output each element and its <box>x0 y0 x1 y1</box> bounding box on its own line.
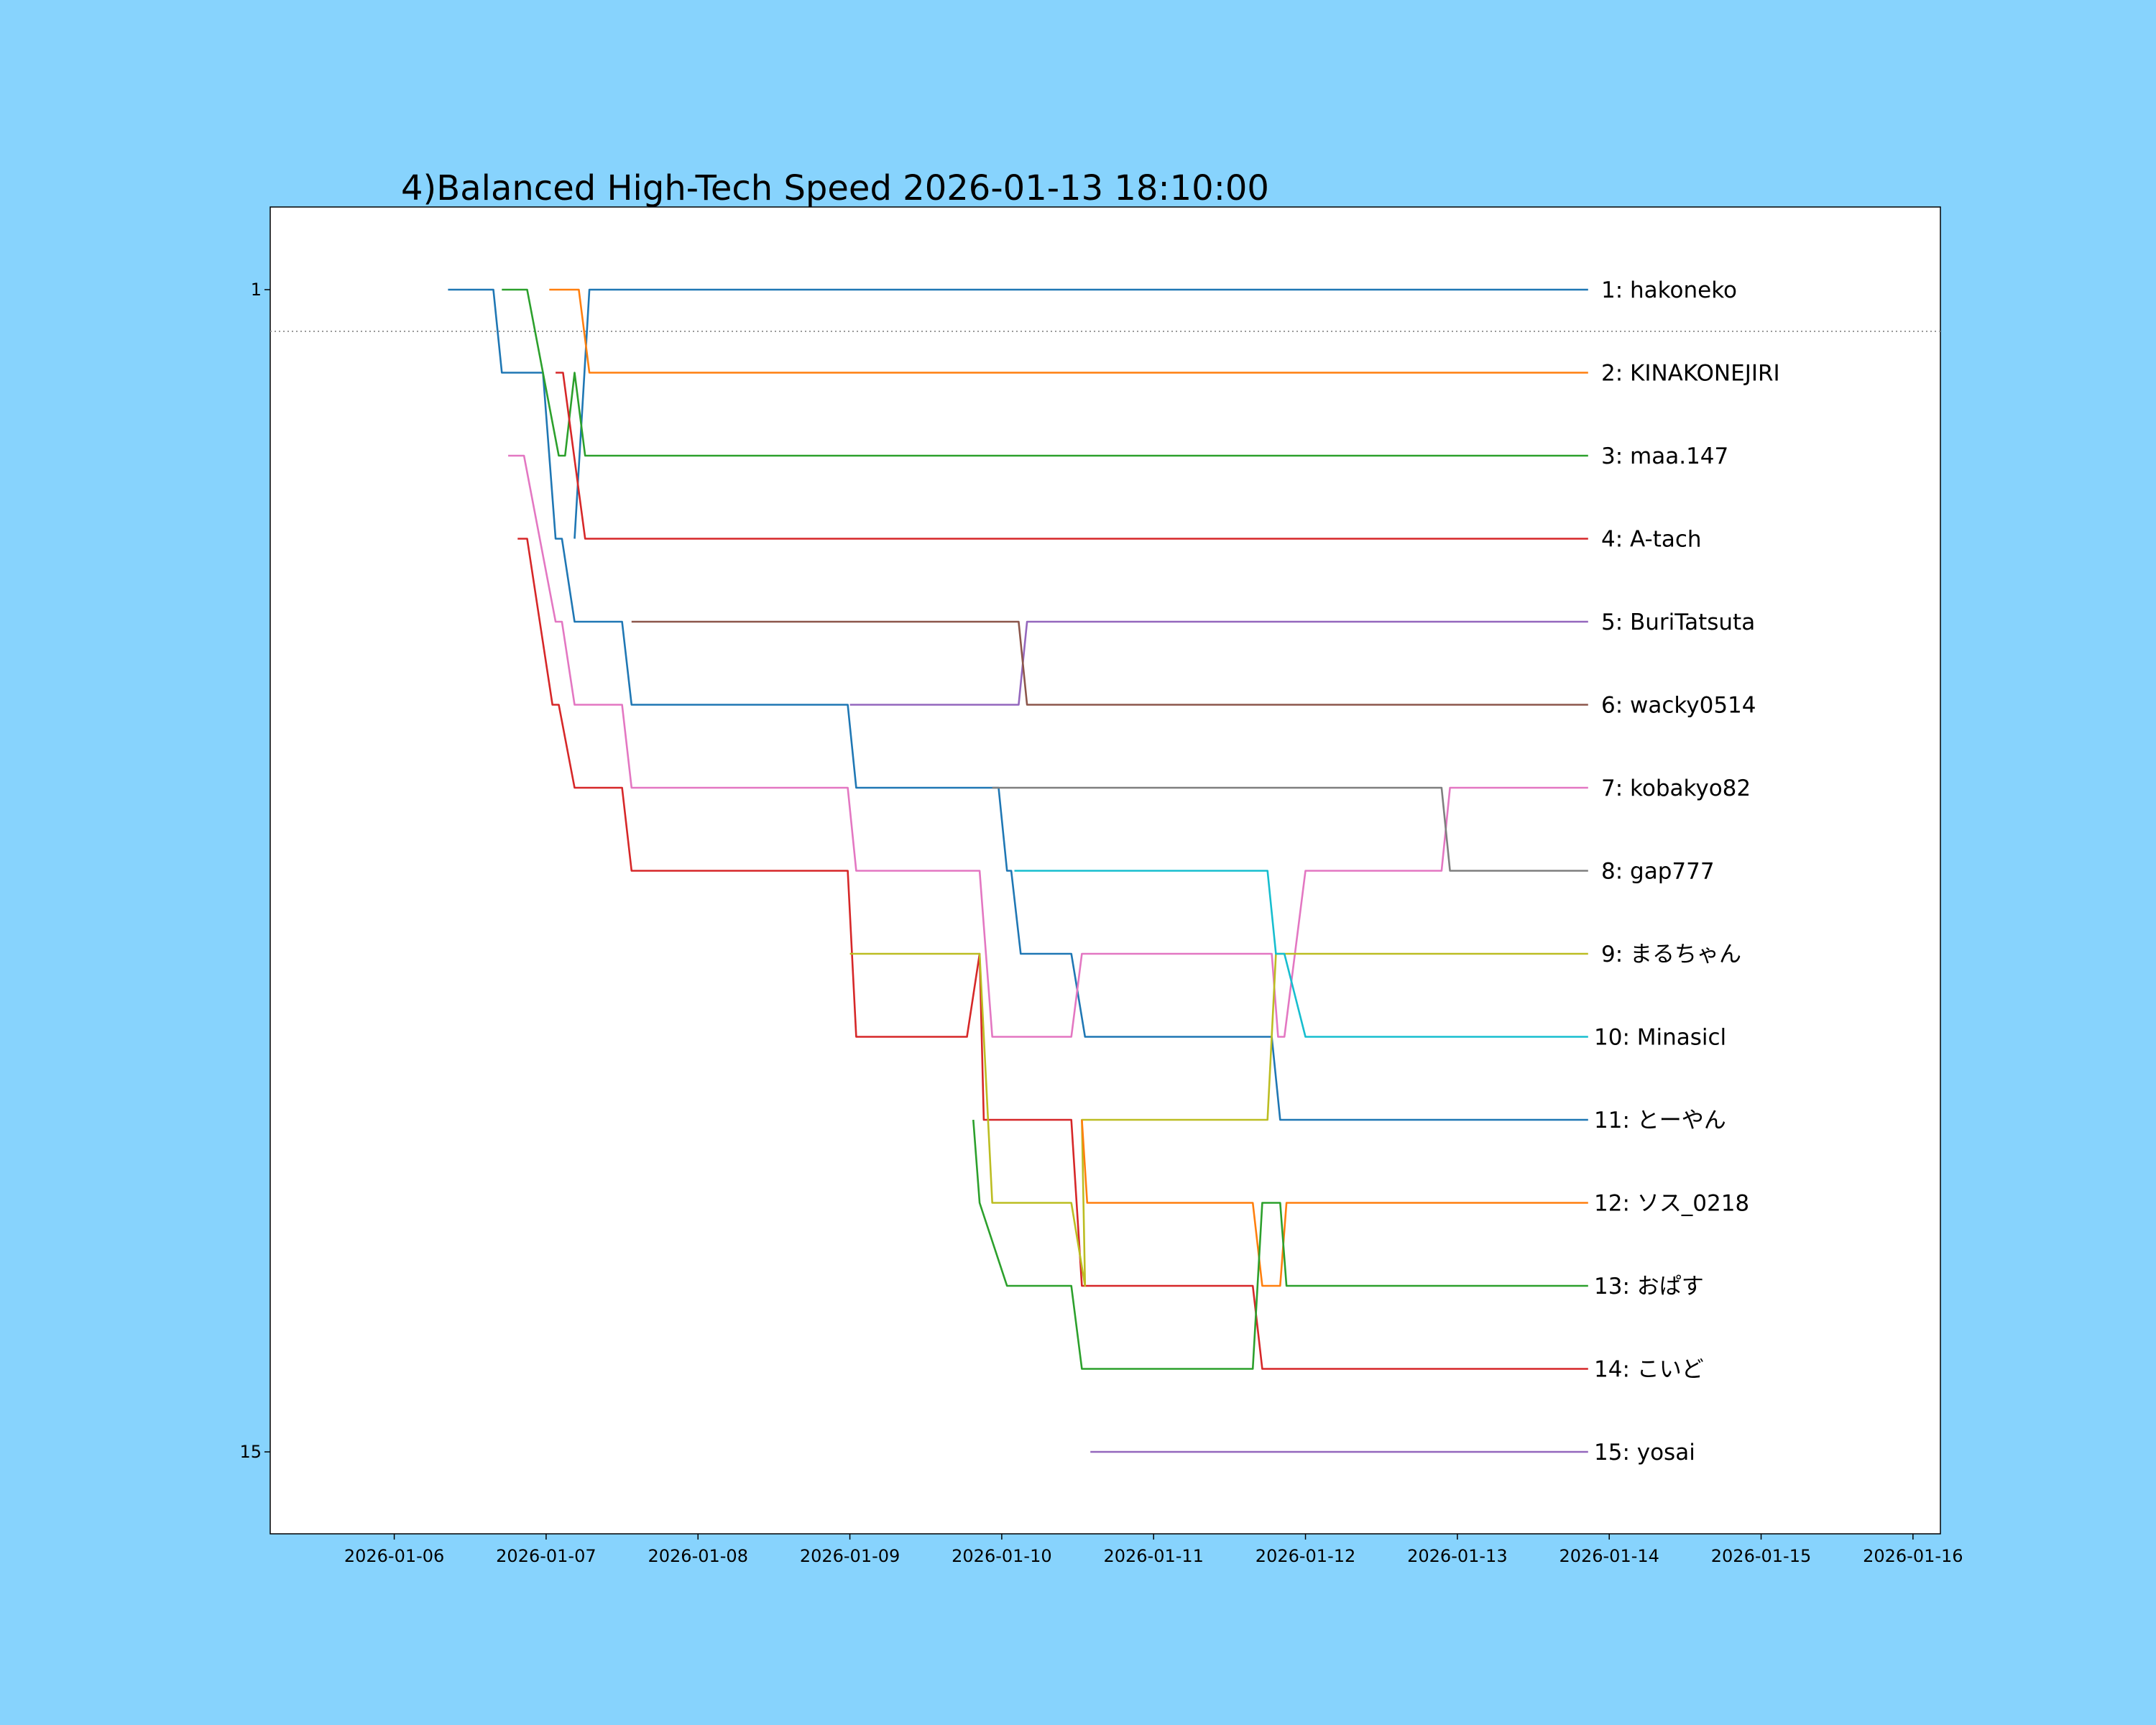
rank-labels: 1: hakoneko 2: KINAKONEJIRI 3: maa.147 4: A… <box>1594 277 1780 1466</box>
series-line-4 <box>556 372 1588 540</box>
rank-label-6: 6: wacky0514 <box>1601 693 1756 719</box>
series-line-7 <box>631 620 1588 706</box>
rank-label-7: 7: kobakyo82 <box>1601 776 1751 801</box>
x-tick-label-6: 2026-01-12 <box>1256 1546 1355 1566</box>
series-line-2 <box>549 288 1588 374</box>
x-tick-label-3: 2026-01-09 <box>800 1546 900 1566</box>
series-line-5 <box>517 538 1588 1370</box>
rank-label-9: 9: まるちゃん <box>1601 942 1741 967</box>
rank-label-2: 2: KINAKONEJIRI <box>1601 361 1780 387</box>
series-line-1 <box>573 288 1588 539</box>
rank-label-3: 3: maa.147 <box>1601 443 1728 469</box>
x-axis: 2026-01-06 2026-01-07 2026-01-08 2026-01-09… <box>344 1534 1963 1566</box>
x-tick-label-1: 2026-01-07 <box>496 1546 596 1566</box>
rank-label-10: 10: Minasicl <box>1594 1025 1726 1051</box>
series-line-3 <box>502 288 1588 457</box>
series-line-13 <box>972 1119 1588 1370</box>
rank-label-11: 11: とーやん <box>1594 1108 1726 1133</box>
x-tick-label-4: 2026-01-10 <box>952 1546 1051 1566</box>
x-tick-label-5: 2026-01-11 <box>1103 1546 1203 1566</box>
x-tick-label-2: 2026-01-08 <box>648 1546 747 1566</box>
series-layer <box>448 288 1588 1453</box>
x-tick-label-0: 2026-01-06 <box>344 1546 444 1566</box>
y-tick-label-1: 15 <box>239 1442 262 1462</box>
rank-label-4: 4: A-tach <box>1601 527 1702 553</box>
x-tick-label-10: 2026-01-16 <box>1863 1546 1963 1566</box>
rank-label-1: 1: hakoneko <box>1601 277 1737 303</box>
x-tick-label-8: 2026-01-14 <box>1559 1546 1659 1566</box>
x-tick-label-9: 2026-01-15 <box>1711 1546 1811 1566</box>
y-axis: 1 15 <box>239 280 270 1462</box>
rank-label-12: 12: ソス_0218 <box>1594 1191 1749 1217</box>
rank-label-15: 15: yosai <box>1594 1440 1695 1466</box>
series-line-11 <box>1014 870 1588 1038</box>
rank-label-5: 5: BuriTatsuta <box>1601 610 1755 635</box>
chart-title: 4)Balanced High-Tech Speed 2026-01-13 18… <box>401 168 1269 208</box>
series-line-12 <box>1081 1119 1588 1287</box>
x-tick-label-7: 2026-01-13 <box>1407 1546 1507 1566</box>
y-tick-label-0: 1 <box>251 280 262 300</box>
series-line-10 <box>849 952 1588 1287</box>
rank-label-8: 8: gap777 <box>1601 859 1715 885</box>
series-line-8 <box>508 454 1588 1038</box>
series-line-9 <box>992 786 1588 872</box>
rank-label-13: 13: おぱす <box>1594 1274 1704 1300</box>
rank-label-14: 14: こいど <box>1594 1357 1704 1383</box>
series-line-0 <box>448 288 1588 1121</box>
